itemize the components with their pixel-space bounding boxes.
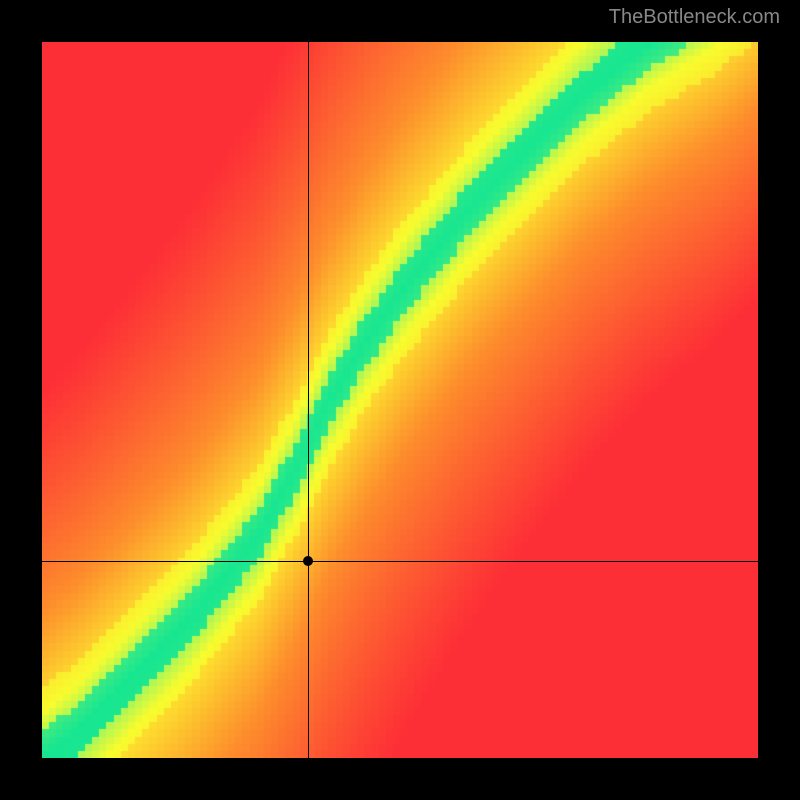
watermark-text: TheBottleneck.com <box>609 6 780 29</box>
heatmap-canvas <box>42 42 758 758</box>
plot-area <box>42 42 758 758</box>
crosshair-horizontal <box>42 561 758 562</box>
crosshair-marker <box>303 556 313 566</box>
crosshair-vertical <box>308 42 309 758</box>
